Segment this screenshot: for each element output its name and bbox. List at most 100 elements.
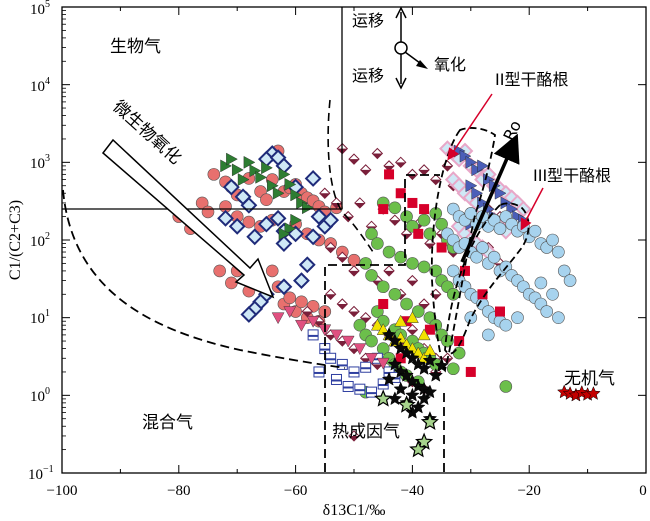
data-point <box>242 215 256 229</box>
data-point <box>348 305 360 318</box>
data-point <box>366 386 378 398</box>
data-point <box>354 383 366 395</box>
x-axis-title: δ13C1/‰ <box>323 502 386 519</box>
data-point <box>446 362 460 376</box>
data-point <box>342 380 354 392</box>
data-point <box>284 222 297 235</box>
data-point <box>231 163 244 177</box>
data-point <box>465 155 478 169</box>
data-point <box>422 384 438 399</box>
data-point <box>228 217 246 235</box>
data-point-fill <box>430 179 441 185</box>
data-point <box>471 186 484 200</box>
data-point-fill <box>349 270 359 276</box>
label-mixed: 混合气 <box>142 413 193 433</box>
data-point <box>477 159 489 173</box>
data-point <box>222 178 240 196</box>
data-point <box>428 367 444 382</box>
data-point <box>341 335 355 348</box>
data-point-fill <box>354 202 365 208</box>
data-point <box>389 214 401 226</box>
data-point-fill <box>360 169 371 175</box>
data-point <box>395 188 406 199</box>
data-point <box>293 272 310 290</box>
data-point <box>552 245 565 259</box>
data-point <box>546 233 559 247</box>
y-tick-label: 100 <box>30 386 50 405</box>
microbial-curve <box>327 99 376 256</box>
label-abiogenic: 无机气 <box>564 369 615 389</box>
data-point <box>272 186 285 200</box>
data-point <box>552 311 565 324</box>
data-point <box>220 159 232 173</box>
y-tick-label: 105 <box>30 0 50 18</box>
data-point <box>400 210 413 223</box>
y-tick-label: 102 <box>30 231 50 250</box>
data-point-fill <box>337 341 348 347</box>
data-point <box>441 334 454 348</box>
data-point <box>295 319 308 332</box>
x-tick-label: −60 <box>284 483 307 499</box>
data-point <box>360 361 372 373</box>
data-point <box>388 201 402 215</box>
data-point-fill <box>325 294 336 300</box>
label-migration-up: 运移 <box>352 11 384 30</box>
data-point-fill <box>442 165 453 171</box>
label-type2-kerogen: II型干酪根 <box>495 70 568 89</box>
data-point <box>420 412 439 430</box>
label-type3-kerogen: III型干酪根 <box>533 166 611 185</box>
data-point <box>417 213 431 227</box>
data-point <box>376 342 390 355</box>
data-point <box>417 260 431 274</box>
y-ticks <box>62 6 646 474</box>
data-point <box>419 204 430 215</box>
data-point <box>405 311 419 323</box>
data-point-fill <box>407 280 418 286</box>
data-point <box>397 395 416 413</box>
data-point <box>435 217 448 231</box>
x-ticks <box>61 7 647 473</box>
data-point <box>342 210 354 223</box>
data-point-fill <box>384 270 395 276</box>
data-point-fill <box>372 153 383 159</box>
data-point <box>302 201 314 215</box>
data-point-fill <box>337 303 348 309</box>
data-point <box>534 276 548 290</box>
mixed-gas-boundary-curve <box>62 189 346 369</box>
x-tick-label: −40 <box>401 483 424 499</box>
data-point <box>454 336 465 347</box>
data-point <box>278 168 291 181</box>
data-point <box>260 193 273 207</box>
data-point <box>295 295 308 309</box>
data-point <box>387 356 403 371</box>
data-point-fill <box>325 247 336 253</box>
data-point <box>436 242 447 253</box>
data-point <box>246 228 264 246</box>
data-point <box>401 316 412 327</box>
data-point <box>243 155 256 169</box>
data-point <box>265 264 279 278</box>
data-point <box>261 161 273 175</box>
data-point <box>296 196 308 210</box>
data-point <box>476 241 489 254</box>
data-point <box>284 178 297 191</box>
data-point <box>376 357 390 370</box>
data-point <box>374 389 393 407</box>
data-point <box>493 222 507 235</box>
microbial-oxidation-arrow <box>101 138 275 299</box>
data-point <box>283 306 297 318</box>
label-migration-down: 运移 <box>352 66 384 85</box>
x-tick-label: 0 <box>639 483 647 499</box>
data-point <box>304 228 322 246</box>
data-point <box>416 361 432 375</box>
data-point <box>365 227 378 241</box>
data-point <box>336 358 348 370</box>
data-point-fill <box>407 329 418 335</box>
data-point <box>482 328 495 342</box>
y-tick-labels: 10−1 100 101 102 103 104 105 <box>28 0 54 483</box>
data-point <box>382 245 396 259</box>
data-point <box>511 311 524 324</box>
data-point <box>422 352 438 367</box>
data-point <box>494 186 507 200</box>
data-point <box>465 179 478 193</box>
